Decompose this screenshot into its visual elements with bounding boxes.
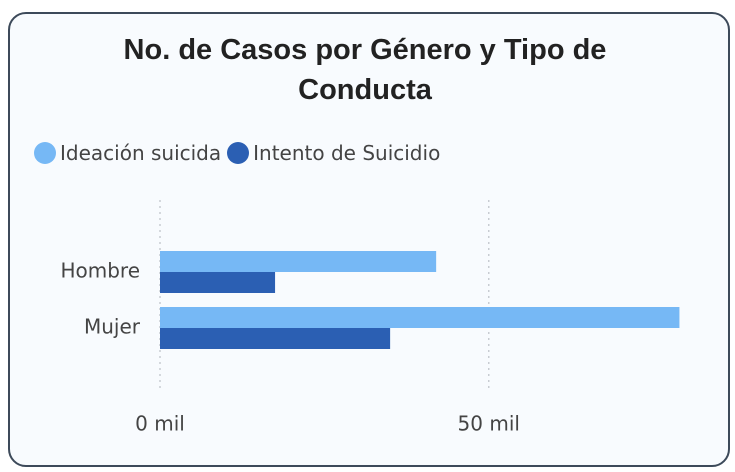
legend-label: Intento de Suicidio [253, 141, 441, 165]
y-tick-label: Mujer [84, 315, 141, 339]
chart-title: No. de Casos por Género y Tipo de Conduc… [123, 34, 607, 106]
legend-marker [34, 142, 56, 164]
x-tick-label: 0 mil [135, 412, 185, 436]
bar [160, 307, 680, 328]
x-tick-label: 50 mil [458, 412, 520, 436]
legend-item: Intento de Suicidio [227, 141, 440, 165]
y-tick-label: Hombre [60, 259, 140, 283]
bar [160, 272, 276, 293]
bar [160, 251, 437, 272]
card [8, 12, 730, 467]
legend: Ideación suicida Intento de Suicidio [34, 141, 446, 165]
bar [160, 328, 391, 349]
legend-label: Ideación suicida [60, 141, 222, 165]
legend-marker [227, 142, 250, 164]
legend-item: Ideación suicida [34, 141, 221, 165]
